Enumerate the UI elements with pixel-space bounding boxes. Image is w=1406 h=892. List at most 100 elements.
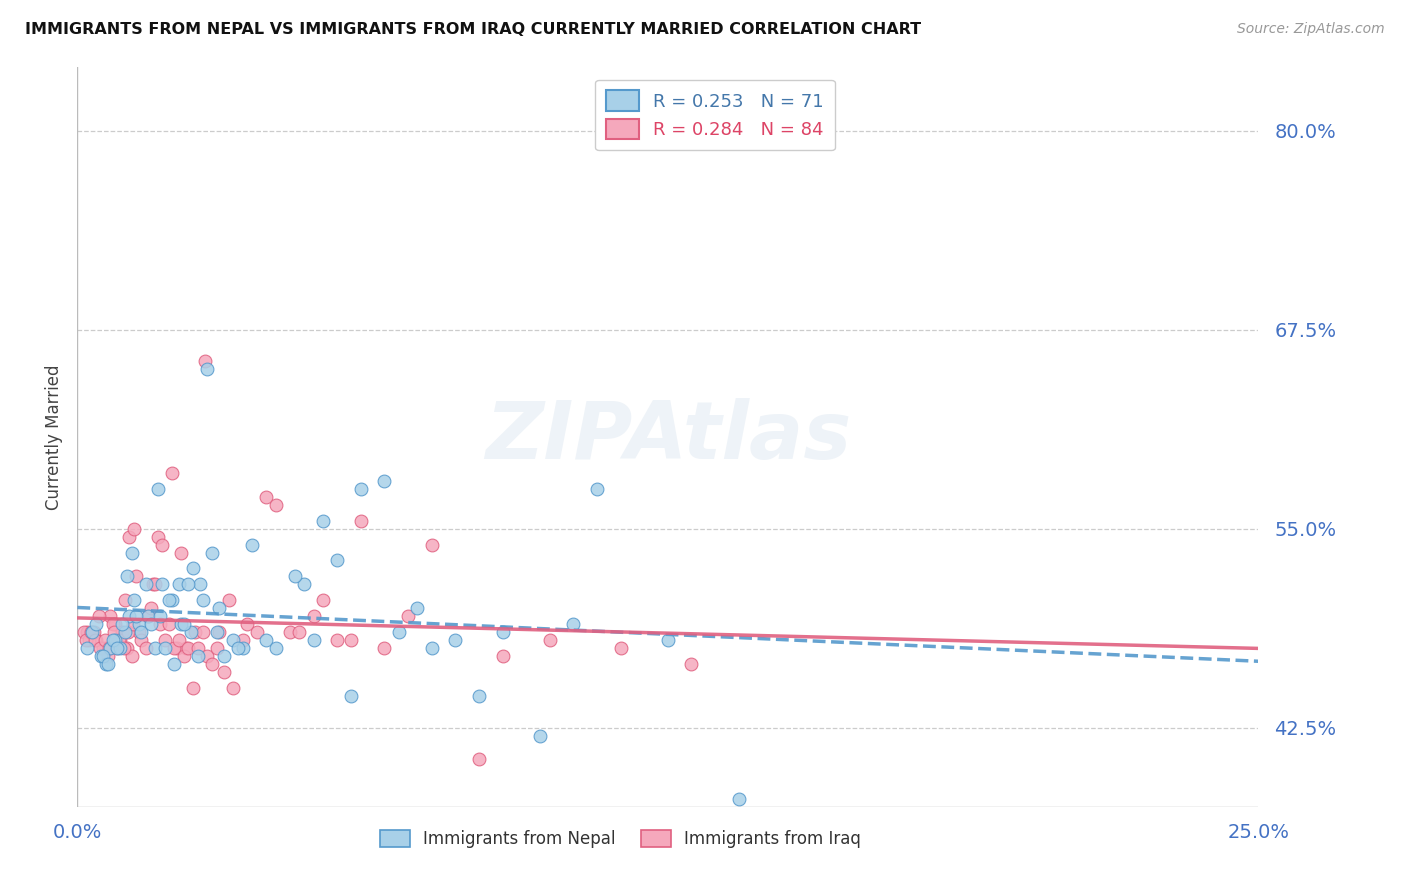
Point xyxy=(264,641,287,656)
Point xyxy=(97,657,120,671)
Point xyxy=(420,537,443,551)
Point xyxy=(97,648,120,663)
Point xyxy=(170,545,193,559)
Text: IMMIGRANTS FROM NEPAL VS IMMIGRANTS FROM IRAQ CURRENTLY MARRIED CORRELATION CHAR: IMMIGRANTS FROM NEPAL VS IMMIGRANTS FROM… xyxy=(25,22,921,37)
Point xyxy=(122,617,145,632)
Point xyxy=(201,545,224,559)
Point xyxy=(76,641,98,656)
Point xyxy=(94,657,117,671)
Point xyxy=(609,641,631,656)
Point xyxy=(75,633,97,648)
Legend: Immigrants from Nepal, Immigrants from Iraq: Immigrants from Nepal, Immigrants from I… xyxy=(374,823,868,855)
Point xyxy=(194,354,217,368)
Point xyxy=(108,633,131,648)
Point xyxy=(312,514,335,528)
Point xyxy=(406,601,429,615)
Point xyxy=(302,633,325,648)
Point xyxy=(117,625,139,640)
Point xyxy=(76,625,98,640)
Point xyxy=(111,625,134,640)
Point xyxy=(160,593,183,607)
Point xyxy=(236,617,259,632)
Point xyxy=(166,641,188,656)
Point xyxy=(205,625,228,640)
Point xyxy=(212,648,235,663)
Point xyxy=(387,625,409,640)
Point xyxy=(562,617,585,632)
Point xyxy=(188,577,211,591)
Point xyxy=(111,617,134,632)
Point xyxy=(153,633,176,648)
Point xyxy=(118,609,141,624)
Point xyxy=(143,641,166,656)
Point xyxy=(115,641,138,656)
Point xyxy=(139,601,162,615)
Point xyxy=(208,625,231,640)
Point xyxy=(139,617,162,632)
Point xyxy=(160,466,183,480)
Point xyxy=(222,681,245,695)
Point xyxy=(77,633,100,648)
Point xyxy=(98,641,121,656)
Y-axis label: Currently Married: Currently Married xyxy=(45,364,63,510)
Point xyxy=(312,593,335,607)
Point xyxy=(107,641,129,656)
Point xyxy=(232,641,254,656)
Point xyxy=(163,657,186,671)
Point xyxy=(340,689,363,703)
Point xyxy=(326,553,349,567)
Point xyxy=(104,617,127,632)
Point xyxy=(173,617,195,632)
Point xyxy=(94,641,117,656)
Point xyxy=(205,641,228,656)
Point xyxy=(373,474,395,488)
Point xyxy=(108,641,131,656)
Point xyxy=(73,625,96,640)
Point xyxy=(149,617,172,632)
Point xyxy=(350,514,373,528)
Point xyxy=(107,641,129,656)
Point xyxy=(491,648,513,663)
Point xyxy=(586,482,609,496)
Point xyxy=(100,609,122,624)
Point xyxy=(195,362,218,376)
Point xyxy=(136,609,159,624)
Point xyxy=(103,625,125,640)
Point xyxy=(218,593,240,607)
Point xyxy=(159,617,181,632)
Point xyxy=(180,625,202,640)
Point xyxy=(340,633,363,648)
Point xyxy=(326,633,349,648)
Point xyxy=(174,641,197,656)
Point xyxy=(246,625,269,640)
Point xyxy=(254,633,277,648)
Point xyxy=(170,617,193,632)
Point xyxy=(121,545,143,559)
Point xyxy=(177,641,200,656)
Point xyxy=(167,633,190,648)
Point xyxy=(146,530,169,544)
Point xyxy=(288,625,311,640)
Point xyxy=(93,633,115,648)
Point xyxy=(187,648,209,663)
Text: Source: ZipAtlas.com: Source: ZipAtlas.com xyxy=(1237,22,1385,37)
Point xyxy=(149,609,172,624)
Point xyxy=(240,537,263,551)
Point xyxy=(187,641,209,656)
Point xyxy=(101,617,124,632)
Point xyxy=(143,577,166,591)
Point xyxy=(125,609,148,624)
Point xyxy=(232,633,254,648)
Point xyxy=(191,593,214,607)
Point xyxy=(191,625,214,640)
Point xyxy=(79,625,101,640)
Point xyxy=(114,593,136,607)
Point xyxy=(100,641,122,656)
Point xyxy=(128,625,150,640)
Point xyxy=(129,625,152,640)
Point xyxy=(90,648,112,663)
Point xyxy=(167,577,190,591)
Point xyxy=(101,633,124,648)
Point xyxy=(181,561,204,575)
Text: ZIPAtlas: ZIPAtlas xyxy=(485,398,851,476)
